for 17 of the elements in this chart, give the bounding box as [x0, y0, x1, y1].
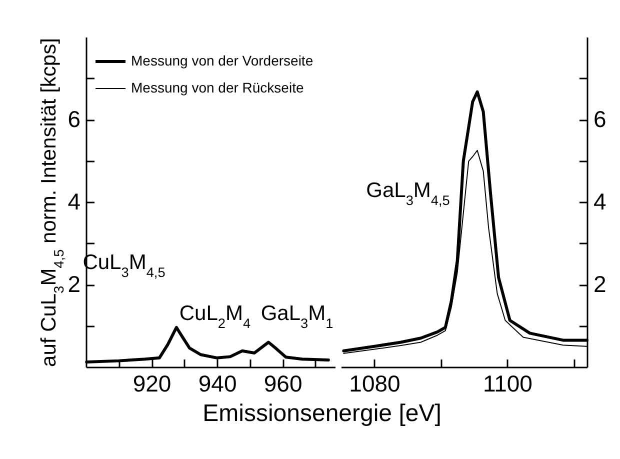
x-tick-label: 1080: [349, 370, 400, 396]
x-tick-label: 940: [198, 370, 237, 396]
y-tick-label: 4: [68, 188, 81, 214]
y-tick-label: 6: [68, 106, 80, 132]
annotation: GaL$_{3}$M$_{1}$: [260, 302, 334, 330]
annotation: CuL$_{2}$M$_{4}$: [179, 302, 252, 330]
annotation: GaL$_{3}$M$_{4,5}$: [366, 179, 450, 208]
x-tick-label: 920: [132, 370, 172, 396]
legend-label: Messung von der Vorderseite: [131, 52, 314, 68]
x-tick-label: 960: [264, 370, 302, 396]
y-tick-label: 6: [594, 106, 606, 132]
x-tick-label: 1100: [482, 370, 532, 396]
x-axis-title: Emissionsenergie [eV]: [202, 400, 442, 427]
y-tick-label: 4: [594, 188, 606, 214]
y-tick-label: 2: [594, 271, 606, 297]
y-tick-label: 2: [68, 271, 80, 297]
legend-label: Messung von der Rückseite: [131, 80, 304, 96]
